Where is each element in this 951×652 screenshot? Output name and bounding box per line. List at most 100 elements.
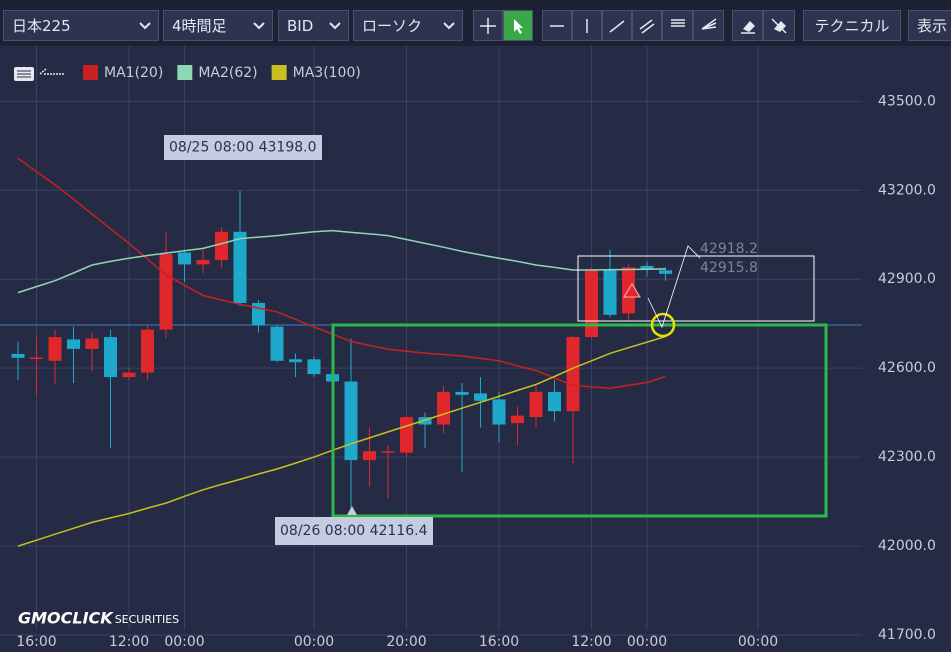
trendline-button[interactable]	[602, 10, 632, 41]
candle-body	[640, 265, 654, 269]
price-label: 42918.2	[700, 241, 758, 257]
x-tick-label: 00:00	[627, 634, 667, 650]
chevron	[253, 21, 265, 29]
candle-body	[159, 254, 173, 330]
candle-body	[603, 270, 617, 315]
legend-label: MA1(20)	[104, 65, 163, 81]
x-tick-label: 00:00	[164, 634, 204, 650]
pointer-button[interactable]	[503, 10, 533, 41]
fibo-retracement-button[interactable]	[662, 10, 693, 41]
fibo-fan-button[interactable]	[693, 10, 724, 41]
x-tick-label: 12:00	[109, 634, 149, 650]
symbol-select[interactable]: 日本225	[3, 10, 159, 41]
icon	[586, 18, 588, 33]
annotation-label: 08/25 08:00 43198.0	[169, 140, 317, 156]
y-tick-label: 42900.0	[878, 271, 936, 287]
candle-body	[548, 391, 561, 412]
icon	[771, 17, 787, 34]
candle-body	[381, 451, 395, 453]
highlight-circle	[650, 312, 676, 338]
toolbar: 日本225 4時間足 BID ローソク テクニカル 表示	[0, 0, 951, 46]
y-tick-label: 43500.0	[878, 93, 936, 109]
marker-line	[647, 245, 701, 329]
legend-swatch	[271, 65, 287, 80]
symbol-text: 日本225	[12, 17, 71, 35]
candle-body	[585, 270, 598, 338]
chart-style-text: ローソク	[362, 17, 423, 35]
ma-line	[17, 229, 666, 294]
legend-icon-arrow	[39, 68, 64, 75]
eraser-button[interactable]	[732, 10, 763, 41]
y-tick-label: 42300.0	[878, 449, 936, 465]
icon	[550, 24, 564, 27]
ma-line	[17, 335, 666, 547]
candle-body	[437, 391, 450, 425]
erase-all-button[interactable]	[763, 10, 795, 41]
price-type-select[interactable]: BID	[278, 10, 349, 41]
legend-label: MA2(62)	[198, 65, 257, 81]
logo-brand: GMOCLICK	[18, 609, 114, 628]
candle-body	[659, 270, 672, 274]
icon	[740, 20, 755, 34]
price-type-text: BID	[287, 16, 314, 35]
chart-style-select[interactable]: ローソク	[353, 10, 463, 41]
annotation-box	[275, 517, 433, 545]
icon	[514, 18, 523, 34]
candle-body	[85, 338, 99, 349]
candle-body	[529, 391, 543, 418]
candle-body	[67, 339, 80, 349]
legend-icon-lines	[17, 70, 31, 78]
up-triangle	[623, 283, 641, 298]
candle-body	[233, 231, 247, 303]
y-tick-label: 43200.0	[878, 182, 936, 198]
low-triangle	[347, 506, 357, 515]
display-text: 表示	[917, 17, 948, 35]
candle-body	[11, 353, 25, 358]
display-button[interactable]: 表示	[908, 10, 951, 41]
candle-body	[252, 302, 265, 326]
chevron	[139, 21, 151, 29]
candle-body	[363, 451, 376, 461]
timeframe-select[interactable]: 4時間足	[163, 10, 273, 41]
x-tick-label: 20:00	[386, 634, 426, 650]
x-tick-label: 12:00	[571, 634, 611, 650]
hline-button[interactable]	[542, 10, 572, 41]
y-tick-label: 42600.0	[878, 360, 936, 376]
icon	[609, 19, 625, 33]
candle-body	[289, 359, 302, 363]
annotation-label: 08/26 08:00 42116.4	[280, 523, 428, 539]
candle-body	[455, 391, 469, 395]
legend-swatch	[83, 65, 98, 80]
candle-body	[566, 337, 580, 412]
candle-body	[307, 359, 321, 375]
icon	[639, 18, 655, 34]
timeframe-text: 4時間足	[172, 17, 227, 35]
ma-line	[17, 157, 666, 390]
candle-body	[104, 337, 117, 378]
logo-suffix: SECURITIES	[115, 613, 179, 626]
icon	[701, 17, 716, 30]
channel-button[interactable]	[632, 10, 662, 41]
candle-body	[141, 329, 154, 373]
vline-button[interactable]	[572, 10, 602, 41]
x-tick-label: 00:00	[294, 634, 334, 650]
chevron	[329, 21, 341, 29]
candle-body	[48, 337, 62, 361]
y-tick-label: 42000.0	[878, 538, 936, 554]
candle-body	[511, 415, 524, 424]
crosshair-button[interactable]	[473, 10, 503, 41]
x-tick-label: 16:00	[16, 634, 56, 650]
x-tick-label: 16:00	[479, 634, 519, 650]
candle-body	[492, 399, 506, 425]
candle-body	[400, 417, 413, 453]
candle-body	[30, 357, 43, 360]
price-label: 42915.8	[700, 260, 758, 276]
icon	[480, 17, 496, 34]
candle-body	[196, 259, 210, 265]
legend-swatch	[177, 65, 193, 80]
technical-button[interactable]: テクニカル	[803, 10, 901, 41]
candle-body	[215, 231, 228, 260]
white-box	[577, 255, 815, 322]
